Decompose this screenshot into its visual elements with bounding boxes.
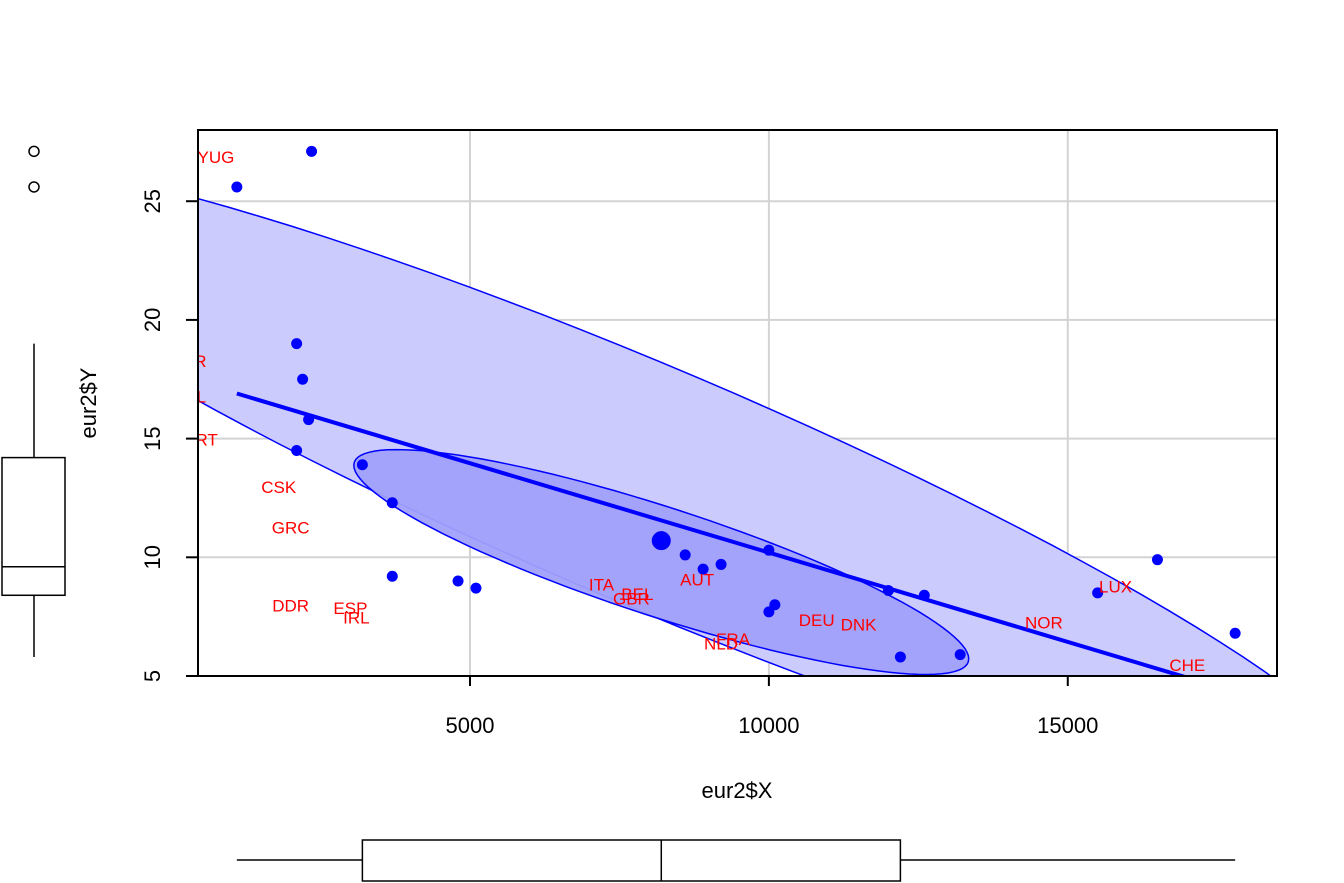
point-label: DEU bbox=[799, 611, 835, 630]
data-point bbox=[1151, 554, 1163, 566]
y-box-outlier bbox=[28, 145, 40, 158]
point-label: AUT bbox=[680, 571, 714, 590]
point-label: DDR bbox=[272, 597, 309, 616]
point-label: LUX bbox=[1099, 578, 1132, 597]
x-marginal-boxplot bbox=[236, 839, 1236, 882]
centroid-point bbox=[651, 531, 671, 551]
point-label: NLD bbox=[704, 635, 738, 654]
ellipse-outer bbox=[198, 197, 1273, 676]
plot-frame bbox=[197, 129, 1278, 677]
data-point bbox=[763, 544, 775, 556]
y-tick-label: 15 bbox=[140, 426, 165, 450]
point-label: DNK bbox=[841, 616, 878, 635]
data-point bbox=[697, 563, 709, 575]
point-label: BEL bbox=[621, 585, 653, 604]
data-point bbox=[231, 181, 243, 193]
point-label: POL bbox=[172, 388, 206, 407]
point-label: NOR bbox=[1025, 613, 1063, 632]
point-label: GBR bbox=[613, 590, 650, 609]
data-point bbox=[894, 651, 906, 663]
point-label: GRC bbox=[272, 518, 310, 537]
x-tick-label: 10000 bbox=[738, 713, 799, 738]
x-tick-label: 5000 bbox=[446, 713, 495, 738]
regression-line bbox=[236, 391, 1189, 676]
point-label: PRT bbox=[184, 430, 218, 449]
y-box-iqr bbox=[1, 456, 66, 597]
point-label: CSK bbox=[261, 478, 297, 497]
x-axis: 5000 10000 15000 bbox=[446, 676, 1098, 738]
data-point bbox=[297, 373, 309, 385]
data-point bbox=[1092, 587, 1104, 599]
data-point bbox=[1229, 627, 1241, 639]
data-point bbox=[291, 338, 303, 350]
point-label: ESP bbox=[333, 599, 367, 618]
data-ellipses bbox=[198, 197, 1273, 676]
y-marginal-boxplot bbox=[1, 145, 66, 658]
data-point bbox=[306, 145, 318, 157]
data-point bbox=[470, 582, 482, 594]
y-axis-title: eur2$Y bbox=[76, 367, 101, 438]
data-point bbox=[882, 585, 894, 597]
x-axis-title: eur2$X bbox=[702, 778, 773, 803]
data-point bbox=[452, 575, 464, 587]
data-point bbox=[954, 649, 966, 661]
x-tick-label: 15000 bbox=[1037, 713, 1098, 738]
data-point bbox=[291, 444, 303, 456]
y-box-outlier bbox=[28, 181, 40, 193]
point-label: FRA bbox=[716, 630, 751, 649]
y-axis: 5 10 15 20 25 bbox=[140, 189, 198, 682]
point-label: YUG bbox=[198, 148, 235, 167]
point-label: ROM bbox=[157, 464, 197, 483]
point-label: TUR bbox=[172, 352, 207, 371]
regression-line-layer bbox=[236, 391, 1189, 676]
ellipse-inner bbox=[353, 448, 970, 676]
y-tick-label: 10 bbox=[140, 545, 165, 569]
data-point bbox=[679, 549, 691, 561]
data-point bbox=[715, 558, 727, 570]
data-point bbox=[386, 497, 398, 509]
point-label: CHE bbox=[1169, 656, 1205, 675]
y-tick-label: 5 bbox=[140, 670, 165, 682]
data-point bbox=[769, 599, 781, 611]
data-points bbox=[231, 145, 1241, 663]
x-box-iqr bbox=[361, 839, 902, 882]
data-point bbox=[303, 414, 315, 426]
data-point bbox=[386, 570, 398, 582]
data-point bbox=[918, 589, 930, 601]
data-point bbox=[356, 459, 368, 471]
point-label: ITA bbox=[589, 575, 615, 594]
point-label: IRL bbox=[343, 609, 369, 628]
y-tick-label: 25 bbox=[140, 189, 165, 213]
y-tick-label: 20 bbox=[140, 308, 165, 332]
